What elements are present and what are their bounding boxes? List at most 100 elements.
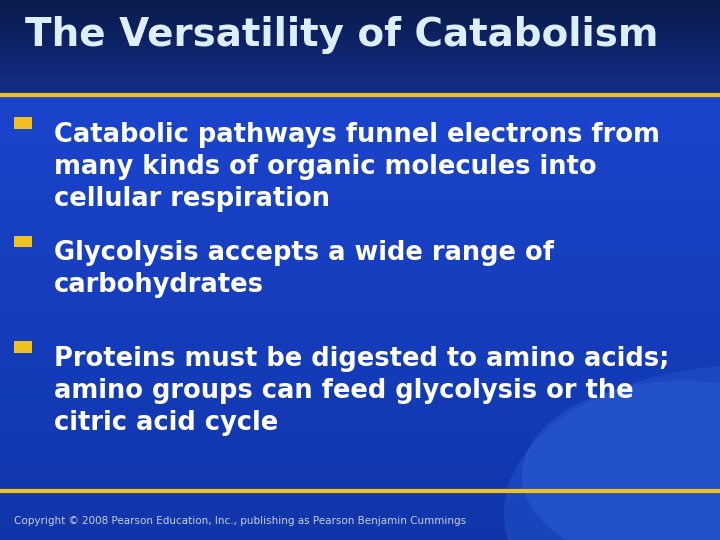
Bar	[0, 318, 720, 322]
Bar	[0, 415, 720, 420]
Bar	[0, 215, 720, 219]
Bar	[0, 52, 720, 53]
Bar	[0, 20, 720, 21]
Ellipse shape	[504, 364, 720, 540]
Bar	[0, 10, 720, 11]
Bar	[0, 5, 720, 6]
Bar	[0, 193, 720, 197]
Bar	[0, 63, 720, 64]
Bar	[0, 518, 720, 522]
Text: The Versatility of Catabolism: The Versatility of Catabolism	[25, 16, 659, 54]
Bar	[0, 170, 720, 175]
Bar	[0, 366, 720, 370]
Bar	[0, 477, 720, 482]
Bar	[0, 251, 720, 255]
Bar	[0, 1, 720, 2]
Bar	[0, 130, 720, 134]
Bar	[0, 108, 720, 112]
Bar	[0, 24, 720, 25]
Bar	[0, 201, 720, 206]
Bar	[0, 82, 720, 83]
Bar	[0, 139, 720, 144]
Bar	[0, 19, 720, 20]
Bar	[0, 411, 720, 415]
Bar	[0, 277, 720, 281]
Bar	[0, 48, 720, 49]
Bar	[0, 84, 720, 85]
Bar	[0, 11, 720, 12]
Bar	[0, 313, 720, 317]
Bar	[0, 335, 720, 340]
Bar	[0, 53, 720, 54]
Bar	[0, 469, 720, 473]
Ellipse shape	[522, 381, 720, 540]
Bar	[0, 23, 720, 24]
Bar	[0, 76, 720, 77]
Bar	[0, 42, 720, 43]
Bar	[0, 228, 720, 233]
Bar	[0, 326, 720, 330]
Bar	[0, 12, 720, 13]
Bar	[0, 273, 720, 277]
Bar	[0, 34, 720, 35]
Bar	[0, 49, 720, 50]
Bar	[0, 389, 720, 393]
Bar	[0, 93, 720, 94]
Bar	[0, 69, 720, 70]
Bar	[0, 87, 720, 88]
Bar	[0, 353, 720, 357]
Bar	[0, 70, 720, 71]
Bar	[0, 25, 720, 26]
Bar	[0, 91, 720, 92]
Text: Catabolic pathways funnel electrons from
many kinds of organic molecules into
ce: Catabolic pathways funnel electrons from…	[54, 122, 660, 212]
Bar	[0, 295, 720, 299]
Bar	[0, 46, 720, 47]
Bar	[0, 522, 720, 526]
Bar	[0, 40, 720, 42]
Bar	[0, 179, 720, 184]
Bar	[0, 161, 720, 166]
Bar	[0, 487, 720, 491]
Bar	[0, 206, 720, 211]
Bar	[0, 68, 720, 69]
Bar	[0, 43, 720, 44]
Bar	[0, 491, 720, 496]
Bar	[0, 8, 720, 9]
FancyBboxPatch shape	[14, 117, 32, 129]
Bar	[0, 237, 720, 241]
Bar	[0, 18, 720, 19]
Bar	[0, 78, 720, 79]
Bar	[0, 148, 720, 152]
Bar	[0, 4, 720, 5]
Bar	[0, 60, 720, 62]
Bar	[0, 26, 720, 28]
Bar	[0, 536, 720, 540]
Bar	[0, 57, 720, 58]
Bar	[0, 255, 720, 259]
Bar	[0, 152, 720, 157]
Bar	[0, 437, 720, 442]
Bar	[0, 420, 720, 424]
Bar	[0, 134, 720, 139]
Bar	[0, 92, 720, 93]
Bar	[0, 175, 720, 179]
Bar	[0, 6, 720, 8]
Bar	[0, 259, 720, 264]
Bar	[0, 122, 720, 126]
Bar	[0, 281, 720, 286]
Bar	[0, 241, 720, 246]
Bar	[0, 322, 720, 326]
Bar	[0, 36, 720, 37]
Bar	[0, 39, 720, 40]
Bar	[0, 211, 720, 215]
Bar	[0, 464, 720, 469]
Bar	[0, 21, 720, 22]
Bar	[0, 28, 720, 29]
Bar	[0, 482, 720, 487]
Bar	[0, 126, 720, 130]
Bar	[0, 451, 720, 455]
Bar	[0, 308, 720, 313]
Bar	[0, 0, 720, 1]
Bar	[0, 504, 720, 509]
Bar	[0, 73, 720, 74]
